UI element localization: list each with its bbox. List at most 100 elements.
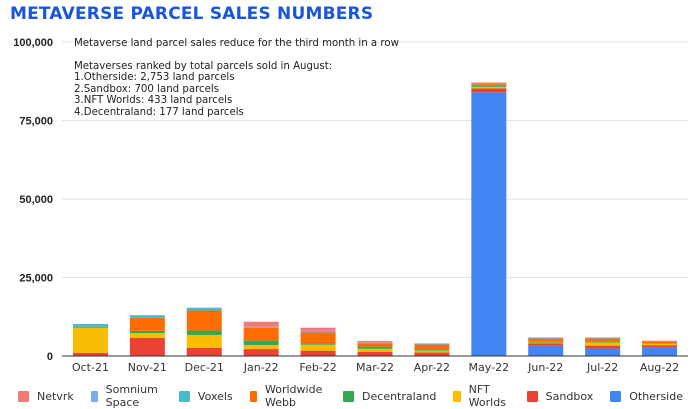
y-tick-label: 75,000 [19, 116, 53, 128]
notes-headline: Metaverse land parcel sales reduce for t… [74, 38, 399, 49]
y-tick-label: 25,000 [19, 273, 53, 285]
bar-segment [129, 315, 165, 318]
legend-label: NFT Worlds [468, 383, 506, 409]
x-tick-label: Nov-21 [128, 361, 167, 374]
legend-swatch [18, 390, 29, 402]
legend-label: Worldwide Webb [265, 383, 323, 409]
bar-segment [585, 341, 621, 343]
x-tick-label: Oct-21 [72, 361, 109, 374]
bar-segment [129, 317, 165, 331]
bar-segment [357, 346, 393, 349]
legend-label: Voxels [197, 389, 233, 403]
bar-segment [72, 352, 108, 356]
bar-segment [528, 342, 564, 344]
bar-segment [72, 324, 108, 327]
legend-item: Somnium Space [90, 383, 162, 409]
bar-segment [471, 83, 507, 85]
bar-segment [471, 82, 507, 84]
bar-segment [129, 333, 165, 338]
bar-segment [471, 84, 507, 86]
y-tick-label: 100,000 [13, 37, 53, 49]
bar-segment [585, 337, 621, 339]
bar-segment [414, 350, 450, 351]
bar-segment [243, 321, 279, 327]
bar-segment [186, 330, 222, 335]
bar-segment [357, 343, 393, 344]
bar-segment [471, 86, 507, 89]
bar-segment [642, 343, 678, 344]
bar-segment [642, 343, 678, 346]
notes-ranking-item: 2.Sandbox: 700 land parcels [74, 83, 220, 95]
x-tick-label: Feb-22 [299, 361, 336, 374]
bar-segment [585, 338, 621, 339]
bar-segment [243, 327, 279, 341]
gridlines [62, 41, 688, 278]
bar-segment [585, 348, 621, 356]
x-tick-label: Aug-22 [640, 361, 679, 374]
bar-segment [357, 351, 393, 356]
legend-label: Sandbox [545, 389, 594, 403]
legend-swatch [249, 390, 258, 402]
bar-segment [642, 341, 678, 344]
bar-segment [300, 350, 336, 356]
notes-ranking-item: 4.Decentraland: 177 land parcels [74, 106, 244, 118]
legend-item: Decentraland [343, 390, 436, 403]
bar-segment [471, 82, 507, 84]
bar-segment [300, 327, 336, 331]
x-tick-label: Jul-22 [586, 361, 618, 374]
bar-segment [129, 337, 165, 356]
bar-segment [129, 315, 165, 316]
x-tick-label: Apr-22 [414, 361, 450, 374]
chart-title: METAVERSE PARCEL SALES NUMBERS [10, 4, 374, 24]
legend-item: Netvrk [18, 390, 74, 403]
x-tick-label: May-22 [469, 361, 510, 374]
bar-segment [300, 332, 336, 344]
legend-swatch [178, 390, 190, 402]
bar-segment [243, 340, 279, 346]
bar-segment [585, 338, 621, 342]
bar-segment [72, 323, 108, 325]
bar-segment [243, 345, 279, 350]
annotation-notes: Metaverse land parcel sales reduce for t… [74, 38, 399, 119]
bar-segment [300, 344, 336, 351]
bar-segment [528, 343, 564, 346]
legend-swatch [610, 390, 622, 402]
bar-segment [186, 347, 222, 356]
y-axis-tick-labels: 0 25,000 50,000 75,000 100,000 [13, 37, 53, 363]
legend-swatch [90, 390, 98, 402]
bar-segment [414, 344, 450, 351]
bar-segment [414, 352, 450, 356]
bar-segment [414, 343, 450, 345]
bar-segment [300, 331, 336, 333]
legend-item: Otherside [610, 390, 683, 403]
legend-swatch [453, 390, 461, 402]
notes-ranking-item: 3.NFT Worlds: 433 land parcels [74, 95, 233, 107]
x-axis-tick-labels: Oct-21 Nov-21 Dec-21 Jan-22 Feb-22 Mar-22 Apr-… [72, 361, 679, 374]
bar-segment [357, 340, 393, 343]
bar-segment [528, 345, 564, 356]
legend-item: NFT Worlds [453, 383, 509, 409]
bars [72, 82, 678, 357]
bar-segment [642, 340, 678, 342]
bar-segment [414, 343, 450, 345]
bar-segment [471, 92, 507, 357]
notes-ranking-title: Metaverses ranked by total parcels sold … [74, 60, 333, 72]
notes-ranking-item: 1.Otherside: 2,753 land parcels [74, 72, 235, 84]
bar-segment [414, 344, 450, 345]
bar-segment [528, 337, 564, 339]
legend-label: Otherside [629, 389, 683, 403]
bar-segment [129, 330, 165, 334]
bar-segment [186, 307, 222, 311]
bar-segment [528, 341, 564, 343]
bar-segment [243, 327, 279, 328]
legend-swatch [343, 390, 355, 402]
y-tick-label: 0 [47, 351, 53, 363]
bar-segment [186, 334, 222, 348]
bar-segment [243, 349, 279, 356]
bar-segment [585, 345, 621, 349]
legend-label: Netvrk [37, 389, 74, 403]
legend-item: Worldwide Webb [249, 383, 326, 409]
bar-segment [642, 347, 678, 356]
x-tick-label: Jan-22 [243, 361, 279, 374]
bar-segment [585, 342, 621, 346]
